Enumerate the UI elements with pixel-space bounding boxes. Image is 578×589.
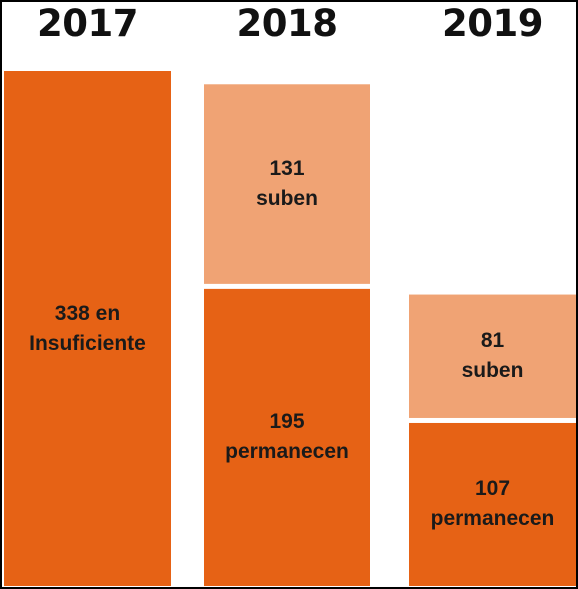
- data-label-line: 195: [269, 410, 305, 434]
- bar-base-2017: [4, 71, 171, 586]
- data-label-line: suben: [256, 187, 318, 211]
- data-label-suben-2018: 131 suben: [204, 84, 370, 284]
- data-label-line: Insuficiente: [29, 331, 146, 355]
- data-label-line: suben: [461, 359, 524, 383]
- data-label-base-2019: 107 permanecen: [409, 423, 576, 586]
- bar-suben-2018: [204, 84, 370, 284]
- bar-base-2019: [409, 422, 576, 586]
- year-label-2018: 2018: [236, 2, 338, 45]
- data-label-suben-2019: 81 suben: [409, 295, 576, 418]
- year-label-2019: 2019: [442, 2, 543, 45]
- year-label-2017: 2017: [37, 2, 138, 45]
- data-label-line: 107: [474, 477, 511, 501]
- bar-suben-2019: [409, 294, 576, 418]
- bar-base-2018: [204, 288, 370, 586]
- data-label-line: 131: [269, 157, 305, 181]
- data-label-line: permanecen: [225, 440, 349, 464]
- data-label-base-2017: 338 en Insuficiente: [4, 71, 171, 586]
- data-label-base-2018: 195 permanecen: [204, 289, 370, 586]
- data-label-line: 81: [480, 329, 505, 353]
- data-label-line: permanecen: [430, 507, 555, 531]
- data-label-line: 338 en: [54, 301, 121, 325]
